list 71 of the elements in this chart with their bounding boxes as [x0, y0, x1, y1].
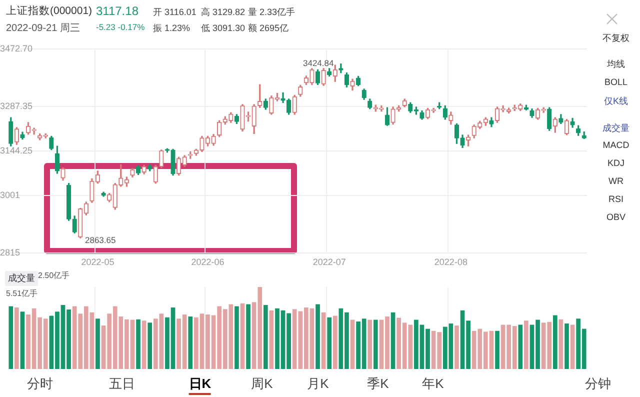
- bar: [14, 308, 19, 369]
- bar: [558, 319, 564, 369]
- bar: [316, 304, 320, 369]
- bar: [20, 312, 25, 369]
- bar: [240, 303, 245, 369]
- bar: [188, 316, 193, 369]
- text: 仅K线: [602, 95, 629, 108]
- text: 成交量: [602, 122, 630, 135]
- bar: [8, 306, 14, 369]
- text: 低 3091.30: [201, 22, 246, 35]
- y-tick-label: 3287.35: [0, 101, 33, 112]
- text: 成交量: [5, 271, 38, 286]
- text: WR: [608, 176, 624, 186]
- bar: [350, 320, 355, 369]
- text: 不复权: [602, 32, 630, 45]
- bar: [327, 317, 332, 369]
- bar: [552, 315, 558, 369]
- text: 开 3116.01: [153, 6, 196, 19]
- text: 周K: [251, 375, 273, 393]
- text: 均线: [606, 58, 626, 71]
- bar: [518, 324, 523, 369]
- annotation: 5.51亿手: [6, 288, 38, 299]
- x-tick-label: 2022-08: [434, 257, 468, 268]
- bar: [454, 326, 459, 369]
- text: 月K: [307, 375, 329, 393]
- text: 2.50亿手: [38, 270, 70, 281]
- text: 量 2.33亿手: [248, 6, 296, 19]
- bar: [524, 320, 528, 369]
- text: BOLL: [603, 77, 628, 87]
- bar: [570, 324, 575, 369]
- bar: [368, 320, 372, 369]
- bar: [142, 320, 146, 369]
- bar: [495, 330, 500, 369]
- text: 高 3129.82: [201, 6, 246, 19]
- y-tick-label: 3001: [0, 190, 20, 200]
- bar: [564, 323, 569, 369]
- bar: [332, 316, 338, 369]
- x-tick-label: 2022-07: [312, 257, 346, 268]
- bar: [246, 304, 250, 369]
- bar: [321, 312, 326, 369]
- text: -5.23 -0.17%: [96, 22, 145, 32]
- bar: [263, 305, 268, 369]
- x-tick-label: 2022-05: [81, 257, 114, 268]
- annotation: 2863.65: [85, 235, 116, 245]
- bar: [373, 320, 378, 369]
- x-tick-label: 2022-06: [191, 257, 224, 268]
- text: 日K: [188, 375, 212, 395]
- text: 季K: [367, 375, 389, 393]
- bar: [269, 310, 274, 369]
- text: 分钟: [585, 375, 611, 393]
- text: OBV: [605, 212, 626, 222]
- bar: [96, 318, 100, 369]
- chart-subtitle: 2022-09-21 周三: [6, 22, 80, 35]
- bar: [234, 306, 239, 369]
- text: 振 1.23%: [153, 22, 190, 35]
- bar: [136, 319, 140, 369]
- bar: [148, 322, 152, 369]
- text: KDJ: [606, 158, 626, 168]
- bar: [390, 312, 396, 369]
- y-tick-label: 3144.25: [0, 145, 33, 156]
- text: RSI: [607, 194, 624, 204]
- text: 分时: [27, 375, 53, 393]
- annotation: 3424.84: [303, 58, 334, 68]
- chart-title: 上证指数(000001): [6, 4, 92, 18]
- text: MACD: [602, 140, 630, 150]
- text: 额 2695亿: [248, 22, 289, 35]
- text: 年K: [422, 375, 444, 393]
- y-tick-label: 2815: [0, 248, 20, 258]
- text: 3117.18: [96, 4, 138, 18]
- text: 五日: [109, 375, 135, 393]
- y-tick-label: 3472.70: [0, 43, 33, 54]
